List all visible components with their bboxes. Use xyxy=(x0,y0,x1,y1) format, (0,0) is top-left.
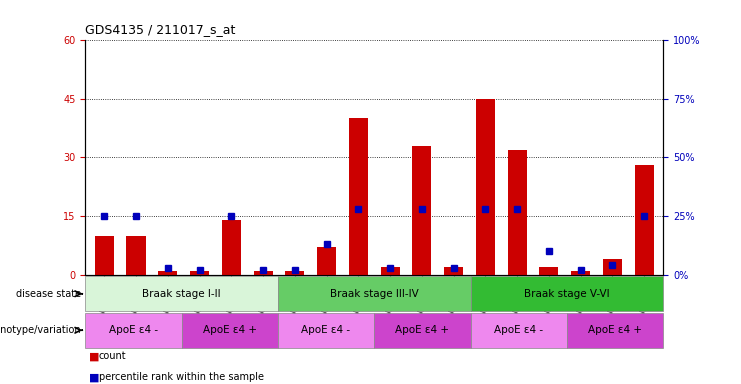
Bar xyxy=(539,267,559,275)
Bar xyxy=(159,271,177,275)
Bar xyxy=(182,313,278,348)
Text: count: count xyxy=(99,351,126,361)
Bar xyxy=(190,271,209,275)
Bar xyxy=(381,267,399,275)
Bar xyxy=(476,99,495,275)
Bar xyxy=(127,235,145,275)
Text: GDS4135 / 211017_s_at: GDS4135 / 211017_s_at xyxy=(85,23,236,36)
Text: genotype/variation: genotype/variation xyxy=(0,325,82,335)
Bar xyxy=(317,247,336,275)
Text: ApoE ε4 -: ApoE ε4 - xyxy=(302,325,350,335)
Bar xyxy=(285,271,305,275)
Text: ApoE ε4 -: ApoE ε4 - xyxy=(494,325,543,335)
Bar xyxy=(567,313,663,348)
Text: ApoE ε4 +: ApoE ε4 + xyxy=(588,325,642,335)
Bar xyxy=(253,271,273,275)
Bar xyxy=(278,276,471,311)
Text: ApoE ε4 -: ApoE ε4 - xyxy=(109,325,158,335)
Bar xyxy=(603,259,622,275)
Bar xyxy=(85,313,182,348)
Bar xyxy=(412,146,431,275)
Bar xyxy=(571,271,590,275)
Text: Braak stage III-IV: Braak stage III-IV xyxy=(330,289,419,299)
Text: ■: ■ xyxy=(89,372,99,382)
Bar xyxy=(222,220,241,275)
Bar xyxy=(444,267,463,275)
Bar xyxy=(85,276,278,311)
Text: Braak stage V-VI: Braak stage V-VI xyxy=(524,289,610,299)
Text: disease state: disease state xyxy=(16,289,82,299)
Bar xyxy=(471,313,567,348)
Text: ApoE ε4 +: ApoE ε4 + xyxy=(203,325,256,335)
Text: Braak stage I-II: Braak stage I-II xyxy=(142,289,221,299)
Text: ■: ■ xyxy=(89,351,99,361)
Bar xyxy=(349,118,368,275)
Text: percentile rank within the sample: percentile rank within the sample xyxy=(99,372,264,382)
Bar xyxy=(634,165,654,275)
Bar xyxy=(278,313,374,348)
Bar xyxy=(471,276,663,311)
Bar xyxy=(508,150,527,275)
Bar xyxy=(374,313,471,348)
Text: ApoE ε4 +: ApoE ε4 + xyxy=(396,325,449,335)
Bar xyxy=(95,235,114,275)
